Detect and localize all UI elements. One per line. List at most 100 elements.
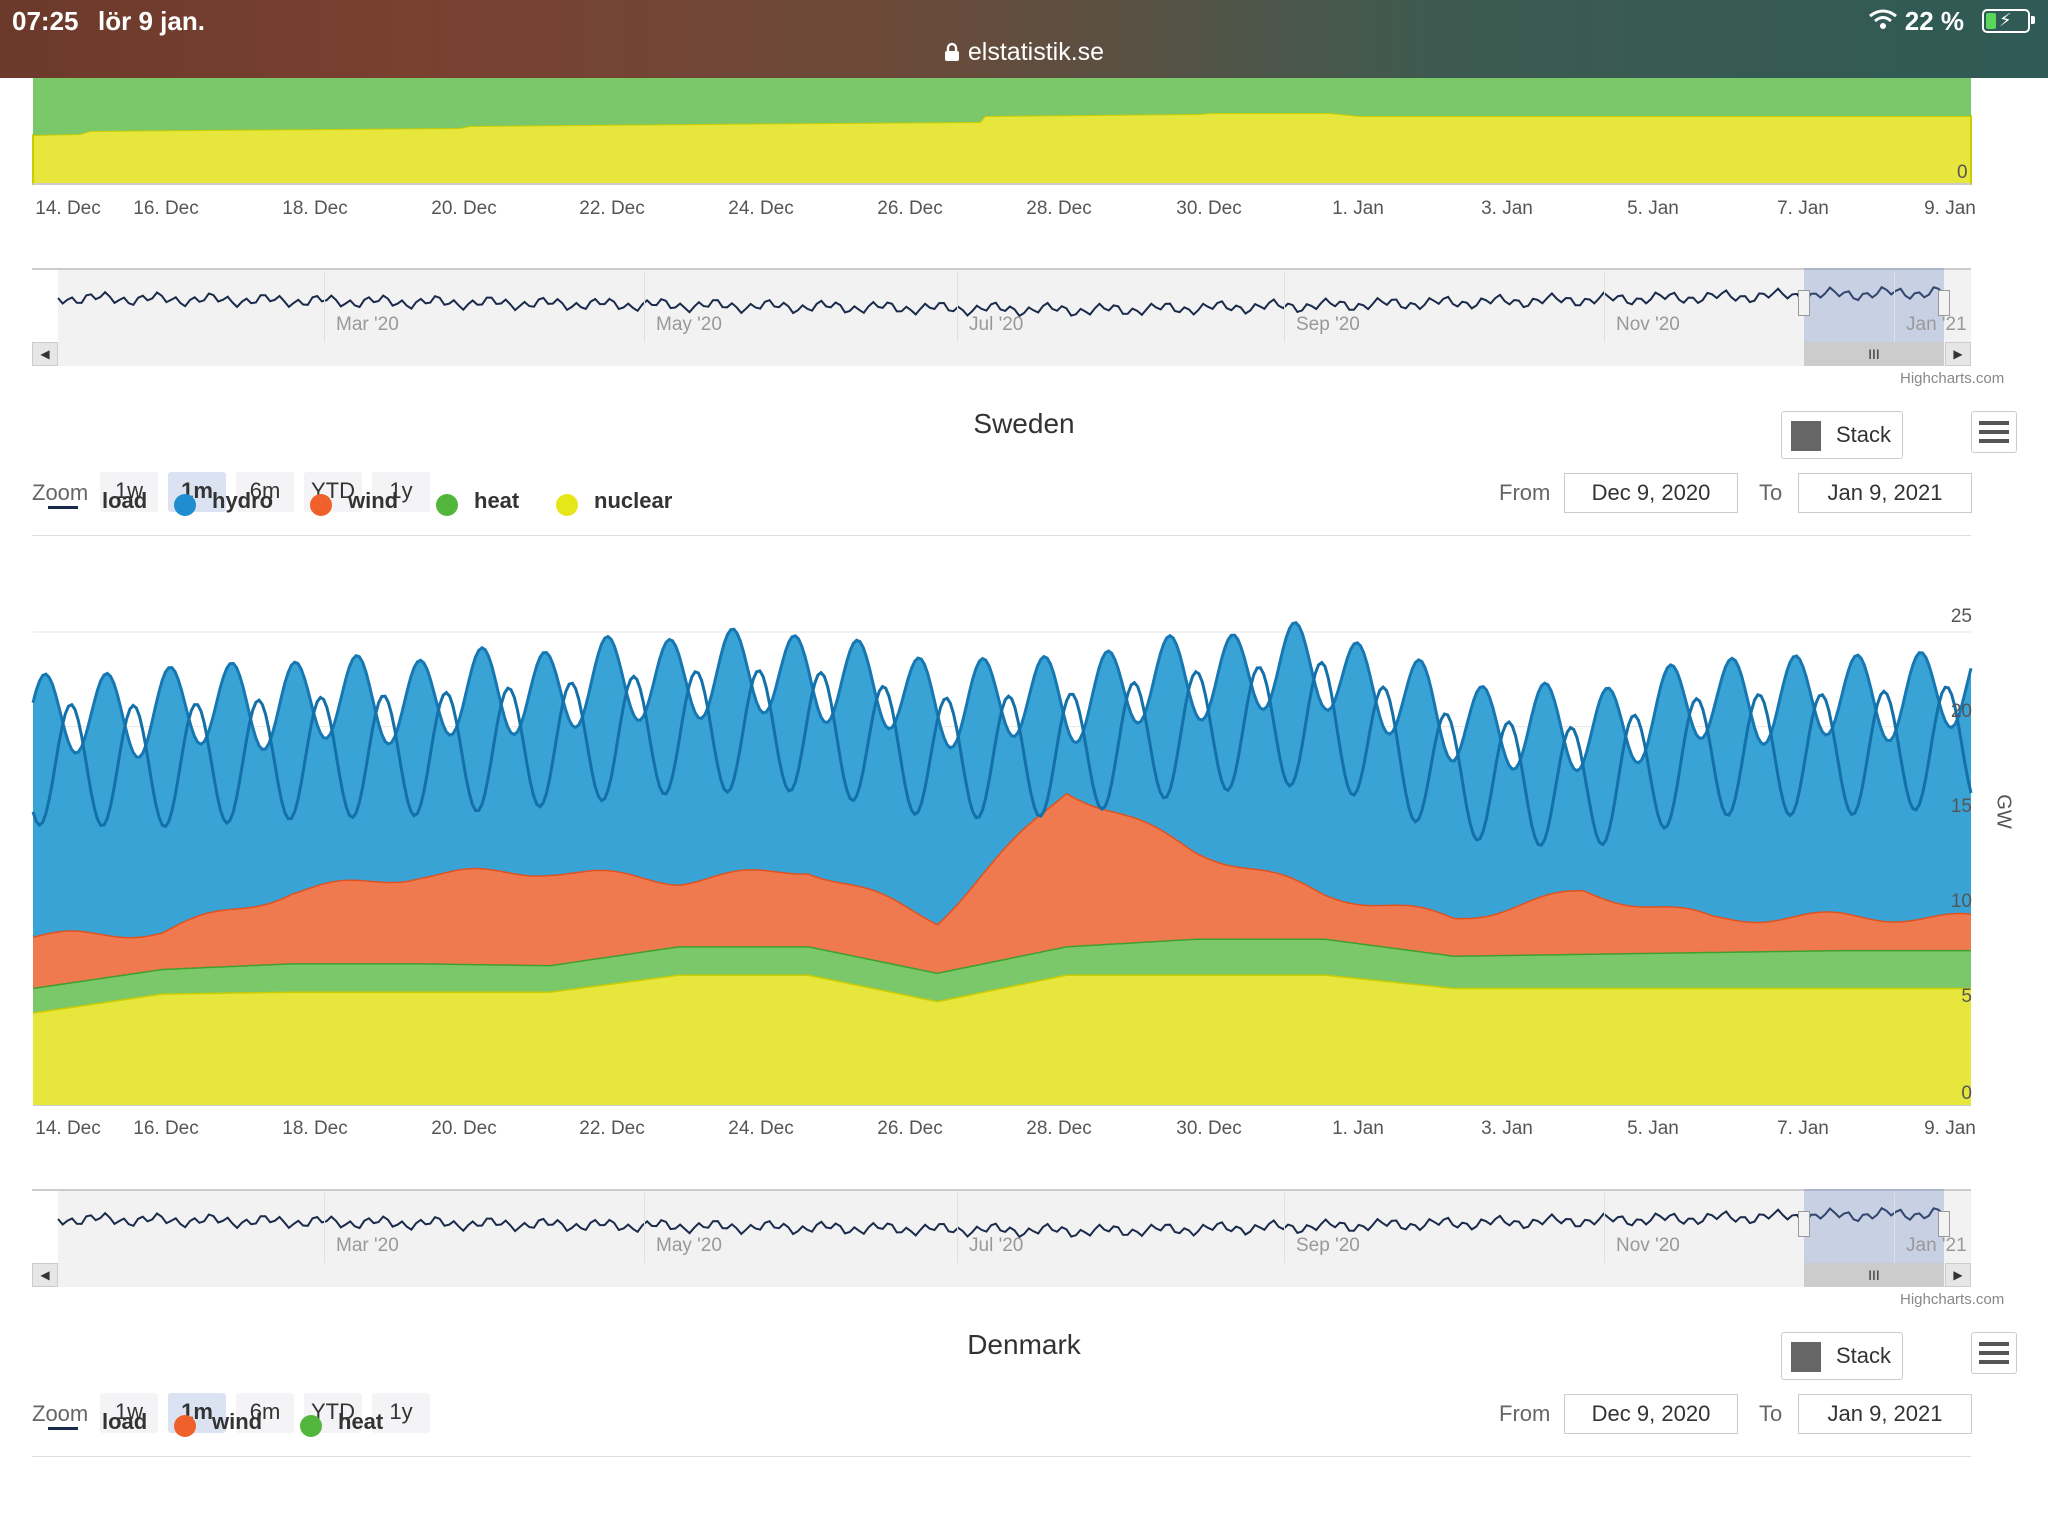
denmark-legend-heat-dot-icon [300, 1415, 322, 1437]
denmark-legend-wind-dot-icon [174, 1415, 196, 1437]
sweden-x-tick: 7. Jan [1777, 1118, 1829, 1139]
denmark-zoom-label: Zoom [32, 1401, 89, 1426]
upper-nav-tick: Mar '20 [336, 314, 399, 335]
upper-navigator-handle-left[interactable] [1798, 290, 1810, 316]
sweden-nav-tick: Nov '20 [1616, 1235, 1680, 1256]
sweden-navigator[interactable] [58, 1189, 1971, 1263]
sweden-x-tick: 9. Jan [1924, 1118, 1976, 1139]
sweden-from-label: From [1499, 480, 1551, 505]
sweden-to-input[interactable]: Jan 9, 2021 [1798, 473, 1972, 513]
denmark-from-label: From [1499, 1401, 1551, 1426]
sweden-y-tick: 10 [1950, 891, 1972, 912]
upper-nav-gridline [1284, 272, 1285, 346]
sweden-credit[interactable]: Highcharts.com [1900, 1291, 2005, 1308]
upper-heat-fill [33, 78, 1971, 135]
upper-nav-tick: Sep '20 [1296, 314, 1360, 335]
sweden-menu-icon[interactable] [1971, 411, 2017, 453]
upper-navigator-line [32, 268, 1971, 318]
upper-x-tick: 3. Jan [1481, 198, 1533, 219]
upper-x-tick: 9. Jan [1924, 198, 1976, 219]
denmark-from-input[interactable]: Dec 9, 2020 [1564, 1394, 1738, 1434]
upper-x-tick: 30. Dec [1176, 198, 1242, 219]
url-text: elstatistik.se [967, 38, 1105, 66]
sweden-legend-load[interactable]: load [102, 488, 148, 513]
sweden-zoom-1y[interactable]: 1y [372, 472, 430, 512]
upper-credit[interactable]: Highcharts.com [1900, 370, 2005, 387]
sweden-stack-button[interactable]: Stack [1781, 411, 1903, 459]
upper-x-tick: 22. Dec [579, 198, 645, 219]
sweden-nav-tick: Jan '21 [1906, 1235, 1967, 1256]
upper-scroll-right-arrow[interactable]: ▶ [1945, 342, 1971, 366]
sweden-zoom-1w[interactable]: 1w [100, 472, 158, 512]
upper-scroll-left-arrow[interactable]: ◀ [32, 342, 58, 366]
upper-scrollbar[interactable] [32, 342, 1971, 366]
upper-navigator[interactable] [58, 268, 1971, 342]
sweden-title: Sweden [973, 408, 1075, 439]
sweden-legend-heat[interactable]: heat [474, 488, 520, 513]
upper-nav-gridline [957, 272, 958, 346]
denmark-zoom-6m[interactable]: 6m [236, 1393, 294, 1433]
sweden-x-tick: 16. Dec [133, 1118, 199, 1139]
sweden-zoom-6m[interactable]: 6m [236, 472, 294, 512]
sweden-x-tick: 20. Dec [431, 1118, 497, 1139]
denmark-legend-heat[interactable]: heat [338, 1409, 384, 1434]
sweden-zoom-label: Zoom [32, 480, 89, 505]
sweden-scroll-right-arrow[interactable]: ▶ [1945, 1263, 1971, 1287]
sweden-x-tick: 30. Dec [1176, 1118, 1242, 1139]
upper-scroll-thumb[interactable]: III [1804, 342, 1944, 366]
denmark-to-input[interactable]: Jan 9, 2021 [1798, 1394, 1972, 1434]
sweden-legend-heat-dot-icon [436, 494, 458, 516]
sweden-x-tick: 5. Jan [1627, 1118, 1679, 1139]
sweden-y-tick: 0 [1961, 1083, 1972, 1104]
sweden-legend-wind[interactable]: wind [348, 488, 399, 513]
battery-percent: 22 % [1904, 6, 1964, 36]
sweden-x-tick: 18. Dec [282, 1118, 348, 1139]
upper-x-tick: 24. Dec [728, 198, 794, 219]
upper-nav-gridline [644, 272, 645, 346]
sweden-scroll-thumb[interactable]: III [1804, 1263, 1944, 1287]
denmark-stack-button[interactable]: Stack [1781, 1332, 1903, 1380]
sweden-scroll-left-arrow[interactable]: ◀ [32, 1263, 58, 1287]
sweden-y-tick: 15 [1950, 796, 1972, 817]
upper-navigator-selection[interactable] [1804, 268, 1944, 342]
sweden-to-label: To [1759, 480, 1783, 505]
status-bar: 07:25 lör 9 jan. 22 % ⚡ elstatistik.se [0, 0, 2048, 78]
sweden-y-tick: 25 [1950, 606, 1972, 627]
upper-x-tick: 7. Jan [1777, 198, 1829, 219]
sweden-navigator-handle-left[interactable] [1798, 1211, 1810, 1237]
sweden-series-hydro [33, 622, 1971, 937]
sweden-navigator-selection[interactable] [1804, 1189, 1944, 1263]
status-date: lör 9 jan. [98, 6, 205, 36]
navigator-load-line [57, 1206, 1944, 1239]
sweden-legend-hydro-dot-icon [174, 494, 196, 516]
sweden-navigator-line [32, 1189, 1971, 1239]
sweden-series-load [31, 660, 1973, 848]
sweden-nav-gridline [1894, 1193, 1895, 1267]
sweden-scrollbar[interactable] [32, 1263, 1971, 1287]
address-bar[interactable]: elstatistik.se [0, 38, 2048, 67]
denmark-title: Denmark [967, 1329, 1081, 1360]
navigator-load-line [57, 285, 1944, 318]
upper-x-tick: 18. Dec [282, 198, 348, 219]
upper-x-tick: 1. Jan [1332, 198, 1384, 219]
sweden-nav-gridline [957, 1193, 958, 1267]
denmark-zoom-1y[interactable]: 1y [372, 1393, 430, 1433]
sweden-legend-hydro[interactable]: hydro [212, 488, 274, 513]
wifi-icon [1869, 9, 1897, 29]
upper-x-tick: 26. Dec [877, 198, 943, 219]
denmark-menu-icon[interactable] [1971, 1332, 2017, 1374]
sweden-navigator-handle-right[interactable] [1938, 1211, 1950, 1237]
sweden-x-tick: 22. Dec [579, 1118, 645, 1139]
upper-chart-plot [32, 78, 1972, 185]
sweden-nav-gridline [1604, 1193, 1605, 1267]
sweden-legend-wind-dot-icon [310, 494, 332, 516]
upper-nav-tick: Jul '20 [969, 314, 1024, 335]
denmark-legend-load[interactable]: load [102, 1409, 148, 1434]
sweden-from-input[interactable]: Dec 9, 2020 [1564, 473, 1738, 513]
sweden-legend-nuclear[interactable]: nuclear [594, 488, 673, 513]
sweden-plot [31, 621, 1973, 1106]
sweden-nav-gridline [644, 1193, 645, 1267]
denmark-zoom-1w[interactable]: 1w [100, 1393, 158, 1433]
upper-navigator-handle-right[interactable] [1938, 290, 1950, 316]
denmark-legend-wind[interactable]: wind [212, 1409, 263, 1434]
